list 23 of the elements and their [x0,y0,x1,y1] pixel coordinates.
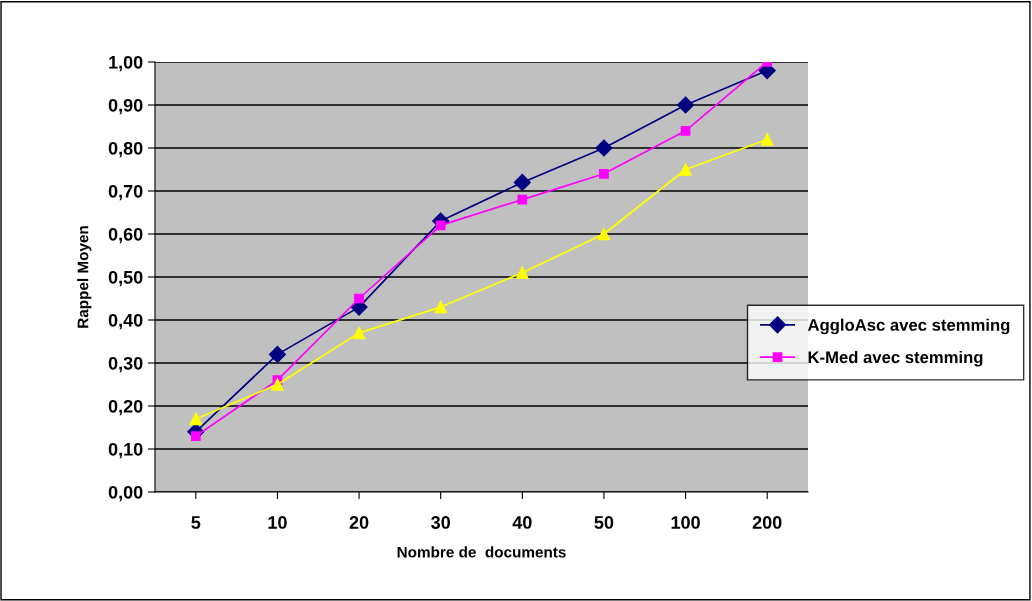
y-tick-label: 0,90 [108,98,143,115]
y-tick-label: 1,00 [109,55,143,72]
y-tick-label: 0,70 [108,184,143,201]
x-tick-label: 200 [752,516,782,529]
x-tick-label: 5 [191,516,201,529]
y-tick-label: 0,20 [108,399,143,416]
y-axis-title: Rappel Moyen [77,226,92,328]
x-tick-label: 20 [349,516,369,529]
x-tick-label: 50 [594,516,614,529]
x-tick-label: 30 [431,516,450,529]
x-tick-label: 100 [671,516,700,529]
x-axis-title: Nombre de documents [397,546,566,558]
x-tick-label: 10 [268,516,287,529]
legend-label: AggloAsc avec stemming [807,318,1010,335]
y-tick-label: 0,40 [108,313,143,330]
y-tick-label: 0,60 [108,227,143,244]
y-tick-label: 0,30 [108,356,143,373]
y-tick-label: 0,00 [108,485,143,502]
y-tick-label: 0,80 [108,141,143,158]
y-tick-label: 0,50 [108,270,143,287]
legend-label: K-Med avec stemming [808,350,983,367]
x-tick-label: 40 [512,516,532,529]
y-tick-label: 0,10 [108,442,143,459]
